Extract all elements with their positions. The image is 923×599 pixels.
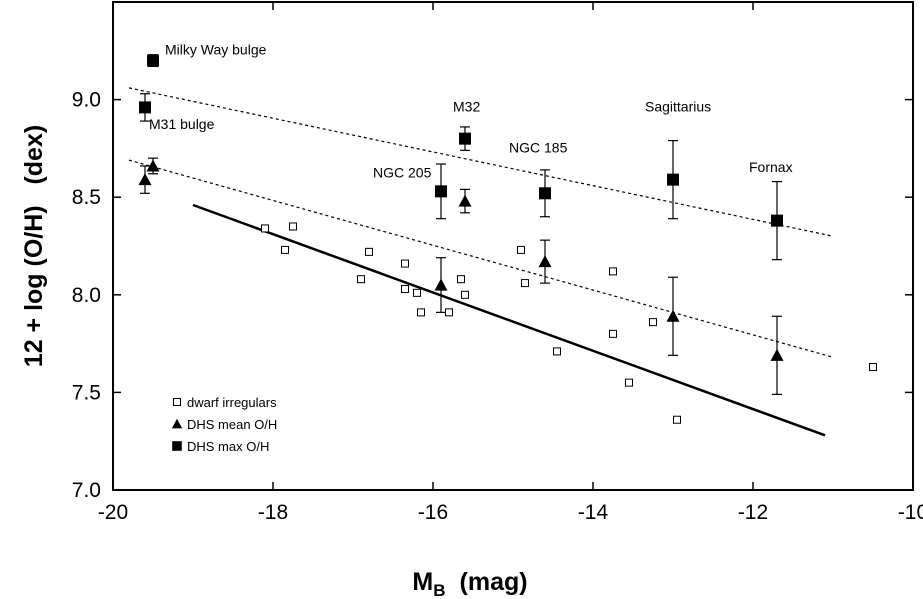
point-annotation: M31 bulge	[149, 116, 215, 132]
dhs-max-point	[771, 214, 783, 227]
legend-label: DHS mean O/H	[187, 417, 277, 432]
dwarf-irregular-point	[869, 363, 877, 372]
x-tick-label: -14	[578, 501, 609, 524]
dwarf-irregular-point	[401, 284, 409, 293]
point-annotation: NGC 185	[509, 139, 568, 155]
dwarf-irregular-point	[357, 275, 365, 284]
x-tick-label: -20	[98, 501, 128, 524]
dhs-mean-point	[458, 194, 472, 207]
dwarf-irregular-point	[457, 275, 465, 284]
dwarf-irregular-point	[609, 329, 617, 338]
dwarf-irregular-point	[625, 378, 633, 387]
y-axis-ticks: 7.0 7.5 8.0 8.5 9.0	[72, 89, 913, 502]
dwarf-irregular-point	[413, 288, 421, 297]
legend-label: dwarf irregulars	[187, 395, 277, 410]
y-axis-title: 12 + log (O/H) (dex)	[20, 125, 48, 367]
legend-marker	[172, 441, 182, 451]
dotted-fit-line	[128, 159, 834, 358]
point-annotation: Sagittarius	[645, 98, 711, 114]
dhs-mean-point	[538, 255, 552, 268]
dhs-max-point	[147, 54, 159, 67]
dhs-max-point	[435, 185, 447, 198]
point-annotation: Milky Way bulge	[165, 42, 267, 58]
dwarf-irregular-point	[649, 318, 657, 327]
dhs-max-point	[539, 187, 551, 200]
trend-lines	[128, 87, 834, 437]
dwarf-irregular-point	[417, 308, 425, 317]
y-tick-label: 8.0	[72, 284, 101, 307]
x-axis-title-unit: (mag)	[460, 568, 528, 596]
dhs-mean-point	[770, 348, 784, 361]
point-annotation: M32	[453, 98, 480, 114]
point-annotation: Fornax	[749, 159, 793, 175]
dwarf-irregular-point	[289, 222, 297, 231]
plot-frame	[112, 1, 914, 491]
point-annotations: Milky Way bulge M31 bulge M32 NGC 185 Sagitt…	[149, 42, 793, 181]
y-tick-label: 9.0	[72, 89, 101, 112]
x-tick-label: -10	[898, 501, 923, 524]
dwarf-irregular-point	[401, 259, 409, 268]
dhs-mean-point	[146, 159, 160, 172]
dhs-mean-point	[138, 173, 152, 186]
legend-label: DHS max O/H	[187, 439, 269, 454]
x-axis-title: MB (mag)	[412, 568, 527, 599]
x-axis-title-main: M	[412, 568, 433, 596]
x-axis-title-sub: B	[433, 581, 445, 599]
legend-marker	[171, 418, 183, 429]
x-tick-label: -16	[418, 501, 448, 524]
legend-marker	[173, 398, 181, 406]
dwarf-irregular-point	[521, 279, 529, 288]
dhs-max-point	[459, 132, 471, 145]
y-tick-label: 7.0	[72, 479, 101, 502]
dwarf-irregular-point	[609, 267, 617, 276]
point-annotation: NGC 205	[373, 165, 432, 181]
solid-fit-line	[192, 203, 826, 437]
dotted-fit-line	[128, 87, 834, 237]
dwarf-irregular-point	[365, 247, 373, 256]
dwarf-irregular-point	[281, 245, 289, 254]
dhs-max-point	[667, 173, 679, 186]
x-axis-ticks: -20 -18 -16 -14 -12 -10	[98, 2, 923, 524]
legend: dwarf irregulars DHS mean O/H DHS max O/H	[171, 395, 277, 454]
dwarf-irregular-point	[517, 245, 525, 254]
dhs-mean-point	[434, 278, 448, 291]
x-tick-label: -12	[738, 501, 768, 524]
y-tick-label: 7.5	[72, 381, 101, 404]
x-tick-label: -18	[258, 501, 288, 524]
dwarf-irregular-point	[461, 290, 469, 299]
dhs-max-point	[139, 101, 151, 114]
dwarf-irregular-point	[553, 347, 561, 356]
dhs-mean-point	[666, 309, 680, 322]
dwarf-irregular-point	[673, 415, 681, 424]
y-tick-label: 8.5	[72, 186, 101, 209]
dwarf-irregular-point	[261, 224, 269, 233]
data-markers	[138, 54, 877, 424]
dwarf-irregular-point	[445, 308, 453, 317]
